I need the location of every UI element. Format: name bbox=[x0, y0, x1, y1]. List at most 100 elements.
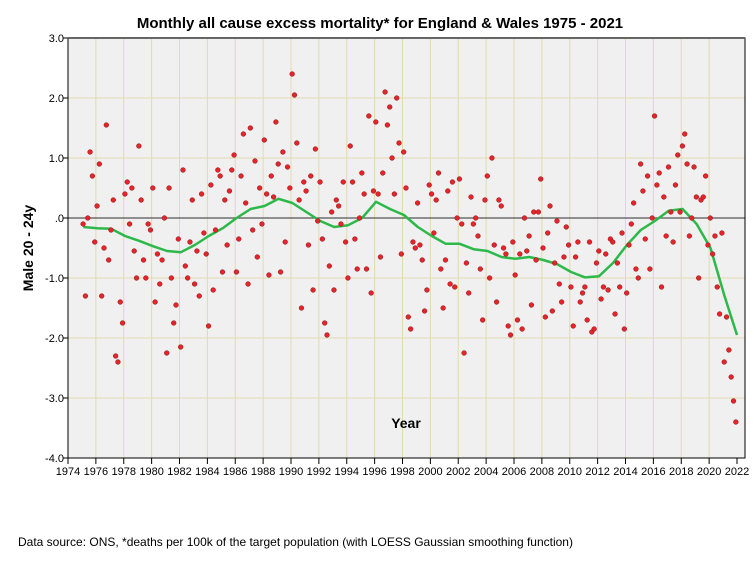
data-point bbox=[159, 257, 165, 263]
data-point bbox=[547, 203, 553, 209]
data-point bbox=[459, 221, 465, 227]
data-point bbox=[712, 233, 718, 239]
x-tick-label: 1978 bbox=[112, 466, 136, 478]
data-point bbox=[203, 251, 209, 257]
data-point bbox=[138, 197, 144, 203]
data-point bbox=[405, 314, 411, 320]
data-point bbox=[94, 203, 100, 209]
data-point bbox=[661, 194, 667, 200]
data-point bbox=[552, 260, 558, 266]
x-tick-label: 1998 bbox=[390, 466, 414, 478]
x-tick-label: 1986 bbox=[223, 466, 247, 478]
data-point bbox=[326, 263, 332, 269]
data-point bbox=[212, 227, 219, 233]
data-point bbox=[240, 131, 247, 137]
data-point bbox=[489, 155, 495, 161]
data-point bbox=[256, 185, 263, 191]
data-point bbox=[514, 317, 521, 323]
data-point bbox=[310, 287, 316, 293]
data-point bbox=[584, 317, 590, 323]
data-point bbox=[621, 326, 627, 332]
data-point bbox=[366, 113, 372, 119]
data-point bbox=[733, 419, 739, 425]
data-point bbox=[647, 266, 653, 272]
data-point bbox=[577, 299, 583, 305]
data-point bbox=[410, 239, 416, 245]
data-point bbox=[266, 272, 272, 278]
data-point bbox=[129, 185, 135, 191]
data-point bbox=[414, 200, 421, 206]
data-point bbox=[454, 215, 460, 221]
data-point bbox=[175, 236, 181, 242]
data-point bbox=[624, 290, 630, 296]
data-point bbox=[329, 209, 335, 215]
data-point bbox=[380, 170, 386, 176]
data-point bbox=[389, 155, 395, 161]
data-point bbox=[498, 203, 504, 209]
data-point bbox=[419, 257, 425, 263]
y-tick-label: .0 bbox=[55, 213, 64, 225]
data-point bbox=[670, 239, 676, 245]
data-point bbox=[716, 311, 723, 317]
data-point bbox=[598, 296, 604, 302]
x-tick-label: 2000 bbox=[418, 466, 442, 478]
data-point bbox=[333, 197, 339, 203]
data-point bbox=[268, 173, 274, 179]
data-point bbox=[591, 326, 597, 332]
data-point bbox=[686, 233, 693, 239]
data-point bbox=[92, 239, 98, 245]
data-point bbox=[421, 308, 428, 314]
data-point bbox=[677, 209, 683, 215]
data-point bbox=[150, 185, 156, 191]
data-point bbox=[112, 353, 119, 359]
data-point bbox=[189, 197, 195, 203]
data-point bbox=[665, 164, 672, 170]
data-point bbox=[349, 179, 356, 185]
data-point bbox=[572, 254, 579, 260]
data-point bbox=[340, 179, 346, 185]
data-point bbox=[586, 239, 593, 245]
data-point bbox=[157, 281, 163, 287]
data-point bbox=[728, 374, 734, 380]
data-point bbox=[461, 350, 467, 356]
data-point bbox=[568, 284, 574, 290]
data-point bbox=[205, 323, 212, 329]
data-point bbox=[394, 95, 400, 101]
x-tick-label: 1974 bbox=[56, 466, 80, 478]
x-tick-label: 2016 bbox=[641, 466, 665, 478]
data-point bbox=[106, 257, 112, 263]
data-point bbox=[614, 260, 621, 266]
data-point bbox=[658, 284, 665, 290]
data-point bbox=[363, 266, 370, 272]
data-point bbox=[426, 182, 432, 188]
data-point bbox=[345, 275, 351, 281]
data-point bbox=[319, 236, 326, 242]
data-point bbox=[540, 245, 546, 251]
data-point bbox=[301, 179, 307, 185]
x-tick-label: 2012 bbox=[585, 466, 609, 478]
chart-title: Monthly all cause excess mortality* for … bbox=[137, 15, 623, 32]
data-point bbox=[477, 266, 483, 272]
data-point bbox=[528, 302, 535, 308]
data-point bbox=[507, 332, 514, 338]
data-point bbox=[85, 215, 91, 221]
data-point bbox=[282, 239, 288, 245]
data-point bbox=[600, 284, 607, 290]
data-point bbox=[628, 221, 634, 227]
data-point bbox=[663, 233, 669, 239]
x-tick-label: 2018 bbox=[669, 466, 693, 478]
x-tick-label: 1984 bbox=[195, 466, 219, 478]
data-point bbox=[277, 269, 284, 275]
data-point bbox=[633, 266, 639, 272]
data-point bbox=[391, 191, 398, 197]
data-point bbox=[126, 221, 133, 227]
data-point bbox=[412, 245, 418, 251]
data-point bbox=[617, 284, 623, 290]
data-point bbox=[217, 173, 223, 179]
data-point bbox=[654, 182, 660, 188]
data-point bbox=[570, 323, 576, 329]
y-axis-label: Male 20 - 24y bbox=[20, 205, 36, 292]
data-point bbox=[303, 188, 309, 194]
axes: 1974 1976 1978 1980 1982 1984 1986 1988 1990 1992… bbox=[45, 33, 749, 478]
data-point bbox=[298, 305, 305, 311]
